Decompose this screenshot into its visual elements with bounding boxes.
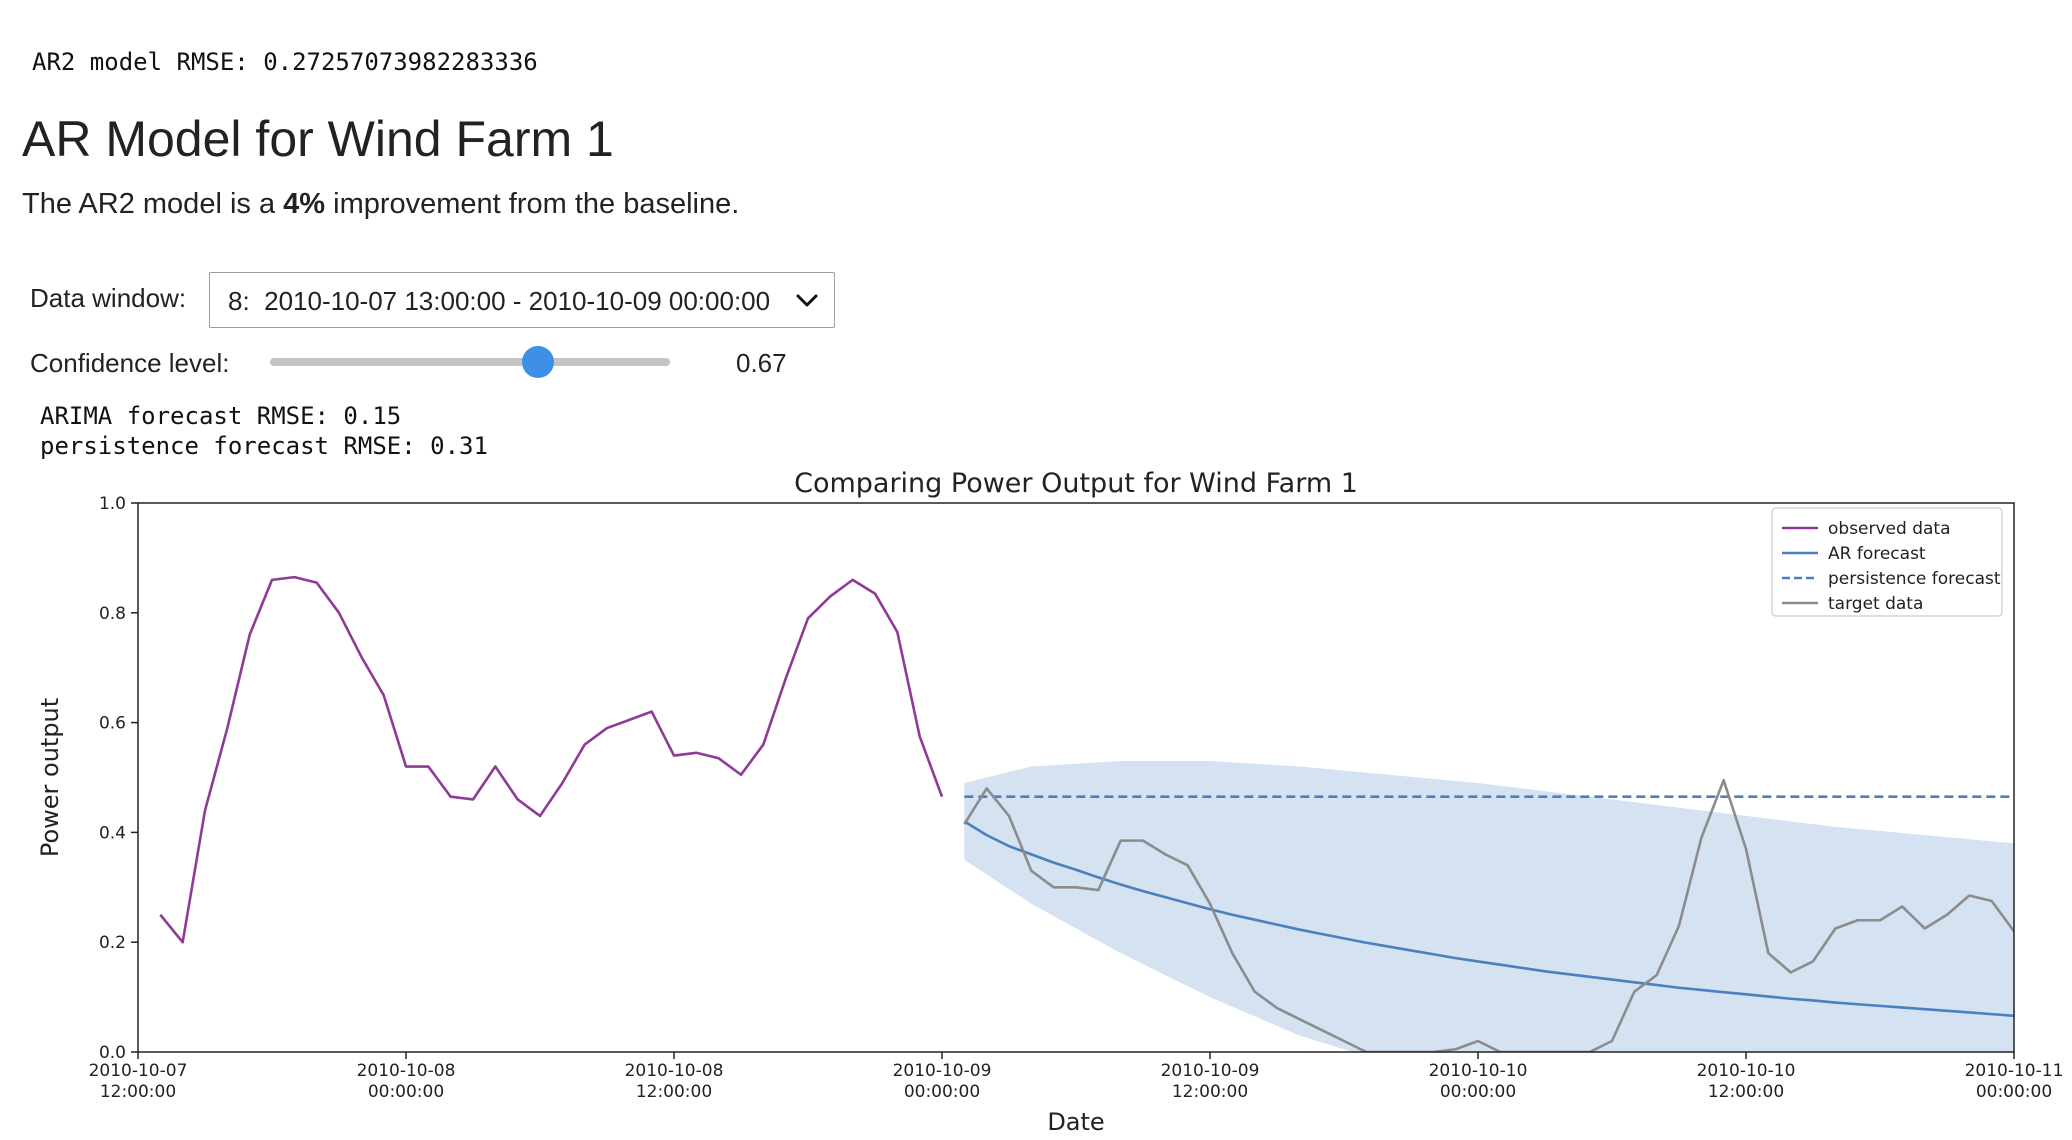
x-tick-label-date: 2010-10-09 bbox=[893, 1061, 992, 1081]
legend-label: persistence forecast bbox=[1828, 569, 2001, 589]
x-tick-label-time: 00:00:00 bbox=[368, 1082, 444, 1102]
x-tick-label-time: 12:00:00 bbox=[1172, 1082, 1248, 1102]
data-window-label: Data window: bbox=[30, 283, 186, 314]
arima-rmse-readout: ARIMA forecast RMSE: 0.15 bbox=[40, 402, 401, 430]
y-tick-label: 0.6 bbox=[99, 714, 126, 734]
power-output-chart: Comparing Power Output for Wind Farm 1 0.… bbox=[0, 458, 2072, 1140]
series-observed-data bbox=[160, 577, 942, 942]
legend-label: target data bbox=[1828, 594, 1923, 614]
confidence-slider-fill bbox=[270, 358, 538, 366]
data-window-selected-value: 8: 2010-10-07 13:00:00 - 2010-10-09 00:0… bbox=[228, 286, 770, 317]
legend-label: observed data bbox=[1828, 519, 1951, 539]
x-tick-label-date: 2010-10-10 bbox=[1429, 1061, 1528, 1081]
summary-suffix: improvement from the baseline. bbox=[325, 188, 739, 220]
confidence-slider-track[interactable] bbox=[270, 358, 670, 366]
x-tick-label-date: 2010-10-07 bbox=[89, 1061, 188, 1081]
y-tick-label: 0.2 bbox=[99, 933, 126, 953]
chart-title: Comparing Power Output for Wind Farm 1 bbox=[794, 468, 1358, 499]
confidence-slider-thumb[interactable] bbox=[522, 346, 554, 378]
x-tick-label-date: 2010-10-10 bbox=[1697, 1061, 1796, 1081]
confidence-level-value: 0.67 bbox=[736, 348, 787, 379]
chevron-down-icon bbox=[794, 288, 820, 314]
summary-prefix: The AR2 model is a bbox=[22, 188, 283, 220]
legend-label: AR forecast bbox=[1828, 544, 1926, 564]
x-tick-label-date: 2010-10-08 bbox=[625, 1061, 724, 1081]
x-tick-label-time: 12:00:00 bbox=[100, 1082, 176, 1102]
y-tick-label: 0.8 bbox=[99, 604, 126, 624]
x-tick-label-time: 00:00:00 bbox=[1440, 1082, 1516, 1102]
y-tick-label: 1.0 bbox=[99, 494, 126, 514]
x-tick-label-time: 00:00:00 bbox=[1976, 1082, 2052, 1102]
x-axis-label: Date bbox=[1047, 1108, 1104, 1136]
x-tick-label-time: 00:00:00 bbox=[904, 1082, 980, 1102]
confidence-level-label: Confidence level: bbox=[30, 348, 229, 379]
improvement-percent: 4% bbox=[283, 188, 325, 220]
x-tick-label-date: 2010-10-11 bbox=[1965, 1061, 2064, 1081]
data-window-select[interactable]: 8: 2010-10-07 13:00:00 - 2010-10-09 00:0… bbox=[209, 272, 835, 328]
x-tick-label-time: 12:00:00 bbox=[636, 1082, 712, 1102]
page-title: AR Model for Wind Farm 1 bbox=[22, 110, 614, 168]
x-tick-label-time: 12:00:00 bbox=[1708, 1082, 1784, 1102]
improvement-summary: The AR2 model is a 4% improvement from t… bbox=[22, 188, 739, 221]
x-tick-label-date: 2010-10-08 bbox=[357, 1061, 456, 1081]
y-tick-label: 0.0 bbox=[99, 1043, 126, 1063]
persistence-rmse-readout: persistence forecast RMSE: 0.31 bbox=[40, 432, 488, 460]
ar2-rmse-readout: AR2 model RMSE: 0.27257073982283336 bbox=[32, 48, 538, 76]
y-tick-label: 0.4 bbox=[99, 823, 126, 843]
x-tick-label-date: 2010-10-09 bbox=[1161, 1061, 1260, 1081]
y-axis-label: Power output bbox=[36, 698, 64, 857]
